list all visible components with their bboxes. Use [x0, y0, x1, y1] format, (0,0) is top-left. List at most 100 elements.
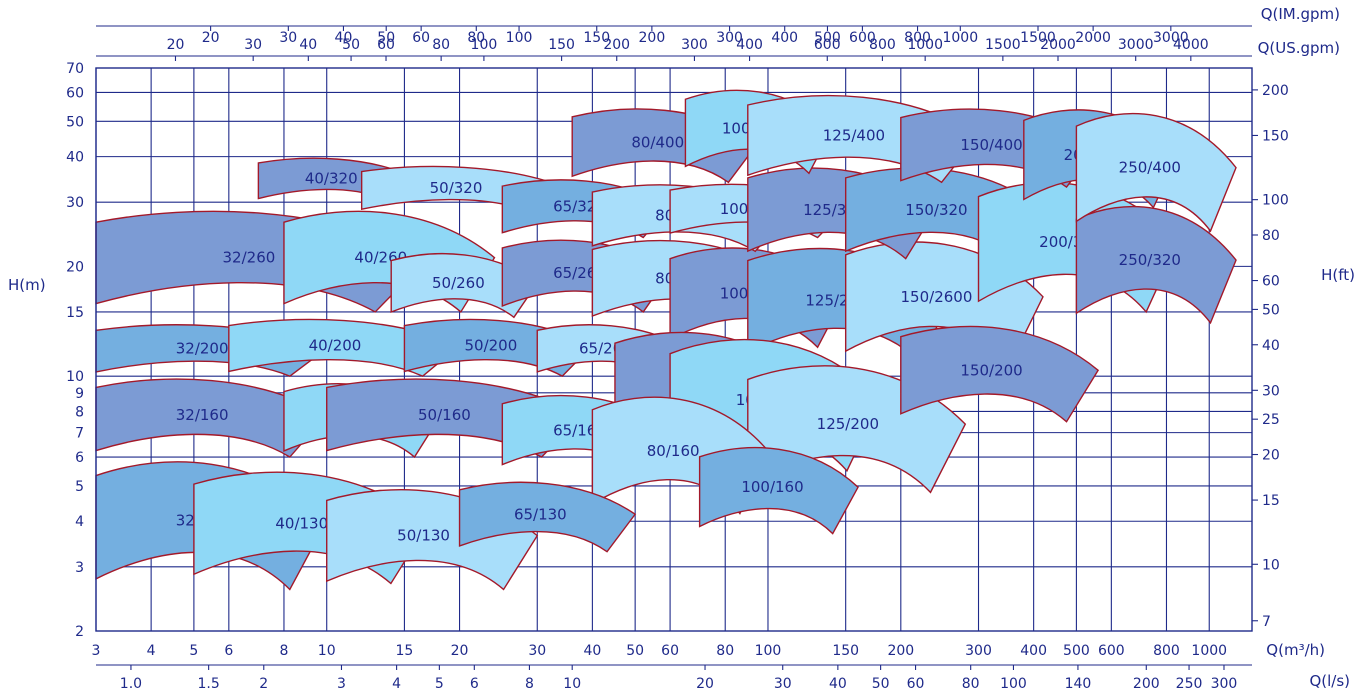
tick-q-ls: 140	[1065, 676, 1092, 692]
pump-regions: 32/26040/26050/26065/26080/260100/260125…	[95, 89, 1237, 591]
pump-region-label: 32/200	[176, 339, 229, 357]
tick-q-im-gpm: 1500	[1020, 30, 1056, 46]
tick-q-ls: 1.5	[198, 676, 220, 692]
pump-region	[900, 325, 1100, 423]
tick-q-ls: 40	[829, 676, 847, 692]
tick-q-im-gpm: 400	[771, 30, 798, 46]
pump-region-label: 32/160	[176, 406, 229, 424]
tick-q-m3h: 4	[147, 643, 156, 659]
tick-q-ls: 5	[435, 676, 444, 692]
tick-h-ft: 15	[1262, 493, 1280, 509]
pump-region-label: 100/160	[741, 478, 803, 496]
tick-q-ls: 20	[696, 676, 714, 692]
tick-q-ls: 2	[259, 676, 268, 692]
pump-region-label: 125/200	[817, 415, 879, 433]
tick-h-ft: 20	[1262, 448, 1280, 464]
tick-h-m: 70	[66, 61, 84, 77]
tick-h-ft: 25	[1262, 412, 1280, 428]
tick-h-ft: 40	[1262, 338, 1280, 354]
tick-h-ft: 80	[1262, 228, 1280, 244]
tick-q-us-gpm: 1000	[907, 37, 943, 53]
tick-q-m3h: 100	[755, 643, 782, 659]
tick-q-m3h: 40	[583, 643, 601, 659]
tick-q-us-gpm: 4000	[1173, 37, 1209, 53]
plot-frame	[95, 25, 1258, 670]
tick-q-m3h: 1000	[1191, 643, 1227, 659]
tick-h-ft: 150	[1262, 128, 1289, 144]
pump-region-label: 125/400	[823, 127, 885, 145]
pump-region-label: 40/320	[305, 169, 358, 187]
tick-q-us-gpm: 800	[869, 37, 896, 53]
tick-q-im-gpm: 50	[377, 30, 395, 46]
tick-q-ls: 250	[1176, 676, 1203, 692]
tick-q-us-gpm: 3000	[1118, 37, 1154, 53]
tick-h-m: 3	[75, 560, 84, 576]
tick-q-us-gpm: 300	[681, 37, 708, 53]
tick-q-m3h: 10	[318, 643, 336, 659]
axis-labels: Q(IM.gpm) Q(US.gpm) H(m) H(ft) Q(m³/h) Q…	[8, 5, 1355, 690]
pump-region-label: 40/130	[275, 514, 328, 532]
tick-h-m: 20	[66, 259, 84, 275]
tick-h-m: 15	[66, 305, 84, 321]
tick-q-ls: 100	[1000, 676, 1027, 692]
tick-q-ls: 10	[563, 676, 581, 692]
pump-region-label: 50/130	[397, 527, 450, 545]
tick-q-m3h: 5	[189, 643, 198, 659]
tick-q-im-gpm: 200	[639, 30, 666, 46]
tick-q-m3h: 80	[716, 643, 734, 659]
tick-h-ft: 30	[1262, 383, 1280, 399]
tick-q-im-gpm: 60	[412, 30, 430, 46]
axis-label-h-ft: H(ft)	[1321, 266, 1355, 284]
tick-h-ft: 200	[1262, 83, 1289, 99]
tick-q-us-gpm: 40	[299, 37, 317, 53]
tick-q-us-gpm: 30	[244, 37, 262, 53]
tick-q-us-gpm: 150	[548, 37, 575, 53]
tick-q-m3h: 300	[965, 643, 992, 659]
tick-q-m3h: 30	[528, 643, 546, 659]
plot-border	[95, 67, 1253, 632]
tick-q-im-gpm: 150	[583, 30, 610, 46]
pump-region-label: 32/260	[223, 249, 276, 267]
tick-q-ls: 3	[337, 676, 346, 692]
tick-q-m3h: 8	[280, 643, 289, 659]
pump-region-label: 50/320	[430, 179, 483, 197]
tick-q-us-gpm: 50	[342, 37, 360, 53]
pump-region-label: 150/2600	[901, 288, 973, 306]
tick-q-m3h: 500	[1063, 643, 1090, 659]
pump-region-label: 250/320	[1119, 251, 1181, 269]
pump-region-label: 150/320	[905, 201, 967, 219]
tick-q-m3h: 6	[224, 643, 233, 659]
pump-region	[1075, 112, 1237, 233]
pump-region-label: 50/200	[464, 337, 517, 355]
tick-q-im-gpm: 2000	[1075, 30, 1111, 46]
axis-label-im-gpm: Q(IM.gpm)	[1261, 5, 1340, 23]
pump-region	[458, 481, 637, 553]
pump-region-label: 50/260	[432, 274, 485, 292]
tick-q-ls: 300	[1211, 676, 1238, 692]
tick-q-us-gpm: 1500	[985, 37, 1021, 53]
tick-q-ls: 8	[525, 676, 534, 692]
tick-h-m: 5	[75, 479, 84, 495]
tick-h-m: 7	[75, 426, 84, 442]
axis-label-q-ls: Q(l/s)	[1309, 672, 1350, 690]
tick-h-m: 40	[66, 150, 84, 166]
tick-q-ls: 60	[907, 676, 925, 692]
pump-region-label: 50/160	[418, 406, 471, 424]
tick-q-im-gpm: 3000	[1153, 30, 1189, 46]
tick-h-ft: 50	[1262, 302, 1280, 318]
tick-q-im-gpm: 500	[814, 30, 841, 46]
pump-region-label: 65/130	[514, 505, 567, 523]
tick-q-ls: 4	[392, 676, 401, 692]
pump-region-label: 150/400	[960, 136, 1022, 154]
tick-q-im-gpm: 1000	[942, 30, 978, 46]
tick-q-im-gpm: 600	[849, 30, 876, 46]
tick-q-ls: 6	[470, 676, 479, 692]
tick-q-ls: 50	[872, 676, 890, 692]
tick-q-im-gpm: 20	[202, 30, 220, 46]
axis-label-h-m: H(m)	[8, 276, 46, 294]
tick-q-us-gpm: 600	[814, 37, 841, 53]
tick-q-ls: 1.0	[120, 676, 142, 692]
tick-q-us-gpm: 20	[167, 37, 185, 53]
tick-q-m3h: 800	[1153, 643, 1180, 659]
pump-region-label: 250/400	[1119, 159, 1181, 177]
